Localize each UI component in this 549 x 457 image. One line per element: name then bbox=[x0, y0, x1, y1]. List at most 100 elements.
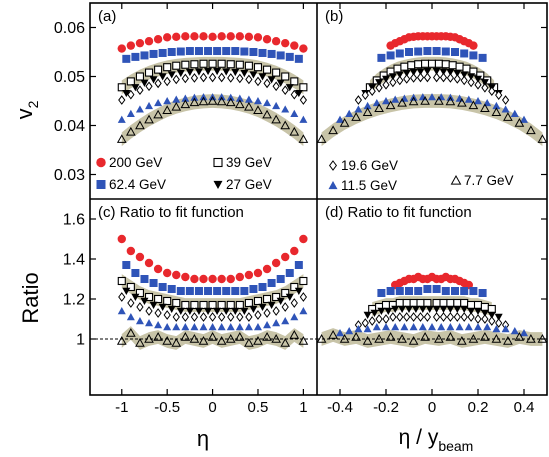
data-point-39-gev bbox=[135, 72, 144, 81]
data-point-7-7-gev bbox=[171, 337, 182, 347]
data-point-39-gev bbox=[117, 276, 126, 286]
data-point-62-4-gev bbox=[158, 283, 167, 291]
data-point-19-6-gev bbox=[474, 314, 482, 324]
data-point-200-gev bbox=[299, 234, 308, 244]
data-point-62-4-gev bbox=[267, 49, 276, 58]
data-point-62-4-gev bbox=[285, 52, 294, 61]
data-point-11-5-gev bbox=[382, 323, 390, 331]
data-point-11-5-gev bbox=[299, 115, 308, 123]
data-point-19-6-gev bbox=[368, 86, 376, 97]
panel-c bbox=[90, 234, 317, 350]
data-point-39-gev bbox=[199, 59, 208, 68]
data-point-39-gev bbox=[476, 71, 485, 80]
data-point-11-5-gev bbox=[263, 321, 272, 329]
data-point-7-7-gev bbox=[537, 134, 547, 143]
data-point-11-5-gev bbox=[464, 323, 473, 331]
legend-marker-19-6-gev bbox=[329, 160, 337, 171]
data-point-7-7-gev bbox=[434, 95, 444, 105]
series-7-7-gev bbox=[317, 329, 547, 345]
data-point-19-6-gev bbox=[281, 85, 289, 96]
series-19-6-gev bbox=[354, 72, 510, 105]
data-point-7-7-gev bbox=[225, 333, 236, 343]
data-point-200-gev bbox=[117, 234, 126, 244]
data-point-39-gev bbox=[467, 300, 476, 310]
data-point-11-5-gev bbox=[172, 323, 181, 331]
data-point-7-7-gev bbox=[180, 99, 191, 109]
data-point-62-4-gev bbox=[249, 285, 258, 293]
data-point-27-gev bbox=[276, 79, 285, 87]
data-point-62-4-gev bbox=[386, 287, 395, 295]
series-27-gev bbox=[361, 67, 503, 98]
data-point-7-7-gev bbox=[385, 331, 396, 341]
data-point-11-5-gev bbox=[299, 307, 308, 315]
data-point-7-7-gev bbox=[317, 134, 327, 143]
data-point-7-7-gev bbox=[362, 335, 373, 345]
data-point-27-gev bbox=[267, 76, 276, 84]
data-point-11-5-gev bbox=[474, 97, 482, 105]
data-point-27-gev bbox=[474, 75, 482, 83]
data-point-19-6-gev bbox=[290, 298, 298, 308]
data-point-19-6-gev bbox=[495, 318, 503, 328]
data-point-19-6-gev bbox=[368, 316, 376, 326]
data-point-62-4-gev bbox=[294, 261, 303, 269]
data-point-19-6-gev bbox=[227, 73, 235, 83]
data-point-39-gev bbox=[172, 61, 181, 70]
panel-d bbox=[317, 272, 547, 348]
data-point-62-4-gev bbox=[294, 54, 303, 63]
data-point-39-gev bbox=[163, 63, 172, 72]
data-point-19-6-gev bbox=[118, 95, 126, 105]
data-point-11-5-gev bbox=[501, 325, 510, 333]
data-point-7-7-gev bbox=[244, 337, 254, 347]
data-point-39-gev bbox=[117, 83, 126, 92]
data-point-11-5-gev bbox=[145, 319, 154, 327]
data-point-11-5-gev bbox=[492, 325, 501, 333]
data-point-62-4-gev bbox=[441, 287, 450, 295]
data-point-39-gev bbox=[263, 294, 272, 304]
data-point-39-gev bbox=[190, 60, 199, 69]
data-point-39-gev bbox=[217, 59, 226, 68]
data-point-27-gev bbox=[480, 79, 489, 87]
y-tick-label: 0.05 bbox=[54, 69, 85, 86]
data-point-19-6-gev bbox=[432, 72, 441, 83]
data-point-27-gev bbox=[249, 305, 258, 313]
data-point-62-4-gev bbox=[432, 285, 441, 293]
data-point-200-gev bbox=[199, 274, 208, 284]
data-point-11-5-gev bbox=[272, 319, 281, 327]
data-point-27-gev bbox=[395, 71, 404, 79]
data-point-200-gev bbox=[181, 272, 190, 282]
data-point-11-5-gev bbox=[126, 109, 135, 117]
data-point-11-5-gev bbox=[437, 323, 446, 331]
data-point-11-5-gev bbox=[235, 94, 244, 102]
data-point-11-5-gev bbox=[290, 313, 299, 321]
data-point-19-6-gev bbox=[181, 312, 189, 322]
data-point-19-6-gev bbox=[382, 79, 390, 90]
data-point-27-gev bbox=[176, 69, 185, 78]
data-point-11-5-gev bbox=[253, 97, 262, 105]
data-point-62-4-gev bbox=[176, 47, 185, 56]
data-point-27-gev bbox=[423, 67, 432, 76]
data-point-39-gev bbox=[414, 60, 423, 69]
data-point-200-gev bbox=[226, 274, 235, 284]
data-point-62-4-gev bbox=[231, 287, 240, 295]
series-200-gev bbox=[391, 272, 473, 290]
data-point-39-gev bbox=[172, 298, 181, 308]
data-point-27-gev bbox=[363, 311, 372, 319]
data-point-11-5-gev bbox=[217, 323, 226, 331]
data-point-200-gev bbox=[190, 32, 199, 41]
data-point-19-6-gev bbox=[245, 74, 253, 85]
data-point-27-gev bbox=[388, 73, 397, 81]
y-tick-label: 1.4 bbox=[63, 252, 85, 269]
data-point-7-7-gev bbox=[503, 335, 513, 345]
data-point-200-gev bbox=[290, 246, 299, 256]
data-point-200-gev bbox=[299, 44, 308, 53]
series-7-7-gev bbox=[317, 95, 547, 143]
data-point-39-gev bbox=[432, 298, 441, 308]
data-point-39-gev bbox=[423, 298, 432, 308]
x-tick-label: 0.2 bbox=[468, 399, 489, 416]
data-point-7-7-gev bbox=[216, 335, 227, 345]
y-axis-title-top: v2 bbox=[12, 100, 41, 119]
data-point-19-6-gev bbox=[501, 95, 510, 105]
data-point-27-gev bbox=[240, 69, 249, 78]
data-point-27-gev bbox=[185, 68, 194, 77]
